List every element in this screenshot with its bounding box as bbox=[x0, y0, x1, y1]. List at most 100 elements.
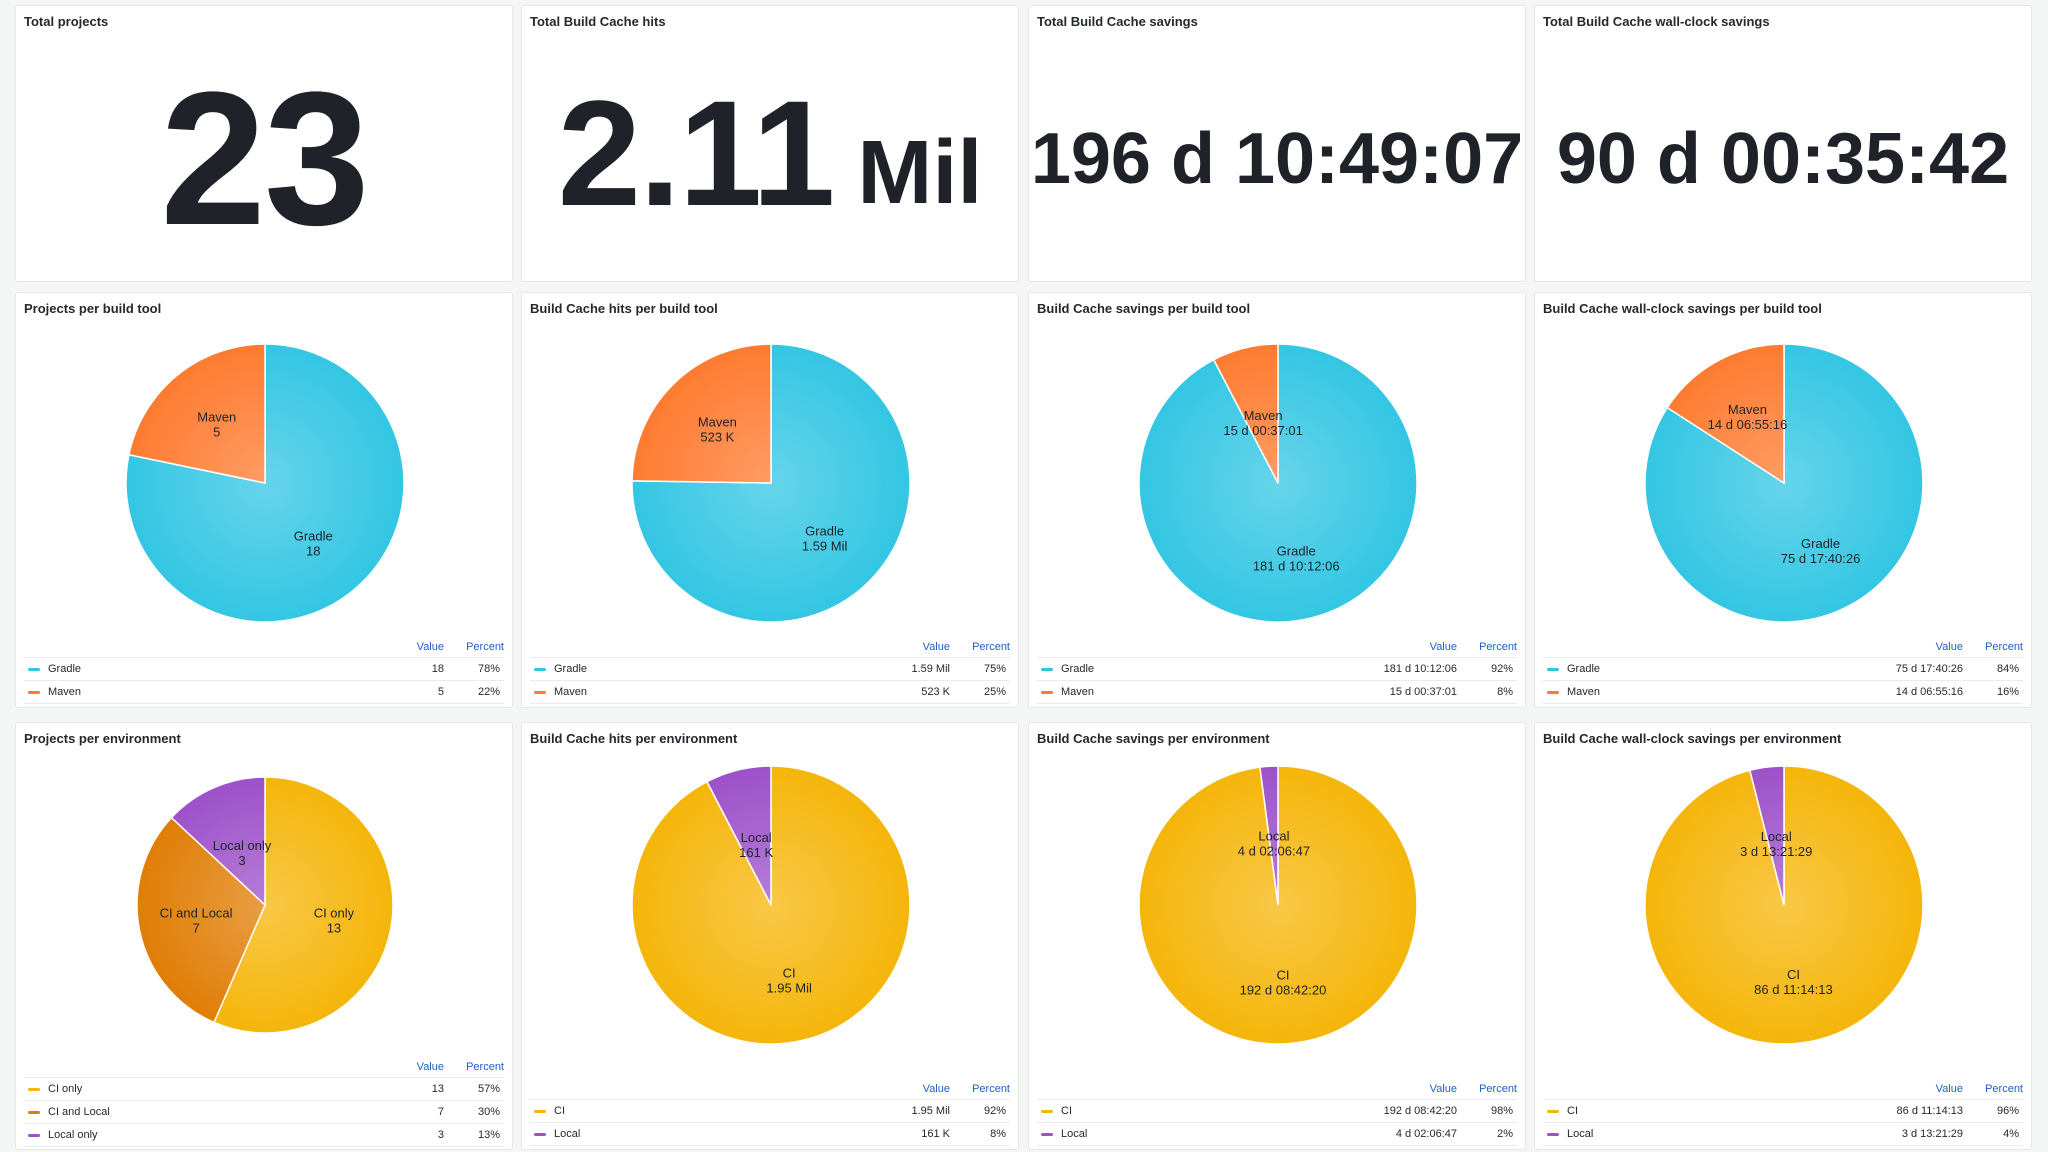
legend-percent: 16% bbox=[1996, 686, 2019, 698]
stat-unit: Mil bbox=[857, 123, 983, 223]
legend-series-name: Local bbox=[1567, 1128, 1594, 1140]
legend-series-name: CI bbox=[1567, 1105, 1578, 1117]
legend-row[interactable]: CI 192 d 08:42:20 98% bbox=[1037, 1099, 1517, 1122]
panel-title: Total projects bbox=[24, 14, 109, 29]
stat-panel-total-cache-savings: Total Build Cache savings 196 d 10:49:07 bbox=[1028, 5, 1526, 282]
slice-label-value: 192 d 08:42:20 bbox=[1240, 982, 1327, 997]
pie-slice-ci-only[interactable] bbox=[213, 776, 394, 1034]
legend-row[interactable]: Local only 3 13% bbox=[24, 1123, 504, 1147]
legend-header-value[interactable]: Value bbox=[1429, 1083, 1457, 1095]
legend-row[interactable]: CI 1.95 Mil 92% bbox=[530, 1099, 1010, 1122]
legend-row[interactable]: Gradle 18 78% bbox=[24, 657, 504, 680]
pie-slice-maven[interactable] bbox=[128, 343, 266, 484]
slice-label-value: 1.95 Mil bbox=[766, 980, 812, 995]
stat-value: 90 d 00:35:42 bbox=[1535, 46, 2031, 271]
legend-row[interactable]: Maven 5 22% bbox=[24, 680, 504, 704]
slice-label-name: CI bbox=[783, 965, 796, 980]
pie-panel-projects-per-build-tool: Projects per build tool Gradle 18 Maven 5 Val… bbox=[15, 292, 513, 708]
legend-header-value[interactable]: Value bbox=[922, 1083, 950, 1095]
legend-row[interactable]: Gradle 181 d 10:12:06 92% bbox=[1037, 657, 1517, 680]
legend-header: Value Percent bbox=[24, 637, 504, 657]
legend-row[interactable]: Gradle 1.59 Mil 75% bbox=[530, 657, 1010, 680]
slice-label-name: Local only bbox=[213, 838, 272, 853]
legend-row[interactable]: CI only 13 57% bbox=[24, 1077, 504, 1100]
legend-percent: 2% bbox=[1497, 1128, 1513, 1140]
slice-label-name: Maven bbox=[698, 415, 737, 430]
pie-panel-cache-savings-per-build-tool: Build Cache savings per build tool Gradle… bbox=[1028, 292, 1526, 708]
legend-row[interactable]: Gradle 75 d 17:40:26 84% bbox=[1543, 657, 2023, 680]
pie-slice-gradle[interactable] bbox=[125, 343, 405, 623]
legend-header-percent[interactable]: Percent bbox=[972, 641, 1010, 653]
legend-row[interactable]: Local 161 K 8% bbox=[530, 1122, 1010, 1146]
legend-series-name: Maven bbox=[1061, 686, 1095, 698]
pie-slice-maven[interactable] bbox=[1212, 343, 1279, 484]
panel-title: Build Cache hits per build tool bbox=[530, 301, 718, 316]
legend-row[interactable]: Maven 15 d 00:37:01 8% bbox=[1037, 680, 1517, 704]
legend-table: Value Percent CI 1.95 Mil 92% Local 161 K 8% bbox=[530, 1079, 1010, 1146]
legend-header-value[interactable]: Value bbox=[1935, 1083, 1963, 1095]
legend-header-percent[interactable]: Percent bbox=[972, 1083, 1010, 1095]
legend-percent: 75% bbox=[983, 663, 1006, 675]
legend-row[interactable]: CI 86 d 11:14:13 96% bbox=[1543, 1099, 2023, 1122]
legend-header-percent[interactable]: Percent bbox=[1985, 1083, 2023, 1095]
legend-value: 181 d 10:12:06 bbox=[1383, 663, 1457, 675]
slice-label-value: 4 d 02:06:47 bbox=[1238, 844, 1310, 859]
legend-header-percent[interactable]: Percent bbox=[1985, 641, 2023, 653]
pie-slice-maven[interactable] bbox=[631, 343, 772, 484]
pie-slice-gradle[interactable] bbox=[1644, 343, 1924, 623]
legend-value: 1.59 Mil bbox=[911, 663, 950, 675]
legend-row[interactable]: Maven 14 d 06:55:16 16% bbox=[1543, 680, 2023, 704]
pie-slice-ci-and-local[interactable] bbox=[136, 816, 266, 1024]
legend-table: Value Percent CI 86 d 11:14:13 96% Local 3 d 1… bbox=[1543, 1079, 2023, 1146]
stat-number: 90 d 00:35:42 bbox=[1556, 118, 2010, 199]
legend-header-percent[interactable]: Percent bbox=[466, 1061, 504, 1073]
legend-row[interactable]: Local 3 d 13:21:29 4% bbox=[1543, 1122, 2023, 1146]
panel-title: Build Cache wall-clock savings per envir… bbox=[1543, 731, 1842, 746]
legend-header-value[interactable]: Value bbox=[416, 1061, 444, 1073]
legend-header-value[interactable]: Value bbox=[1429, 641, 1457, 653]
legend-percent: 13% bbox=[477, 1129, 500, 1141]
legend-row[interactable]: CI and Local 7 30% bbox=[24, 1100, 504, 1123]
slice-label-value: 75 d 17:40:26 bbox=[1781, 551, 1861, 566]
slice-label-name: Maven bbox=[1728, 402, 1767, 417]
legend-table: Value Percent CI only 13 57% CI and Local 7 30%… bbox=[24, 1057, 504, 1147]
pie-panel-wallclock-savings-per-build-tool: Build Cache wall-clock savings per build… bbox=[1534, 292, 2032, 708]
pie-slice-local[interactable] bbox=[1748, 765, 1785, 906]
legend-header-percent[interactable]: Percent bbox=[466, 641, 504, 653]
legend-header: Value Percent bbox=[530, 637, 1010, 657]
legend-value: 523 K bbox=[921, 686, 950, 698]
slice-label-value: 14 d 06:55:16 bbox=[1708, 417, 1788, 432]
legend-row[interactable]: Local 4 d 02:06:47 2% bbox=[1037, 1122, 1517, 1146]
slice-label-name: CI and Local bbox=[160, 905, 233, 920]
legend-series-name: Maven bbox=[554, 686, 588, 698]
legend-series-name: CI and Local bbox=[48, 1106, 110, 1118]
legend-value: 13 bbox=[431, 1083, 444, 1095]
legend-header-value[interactable]: Value bbox=[1935, 641, 1963, 653]
stat-value: 196 d 10:49:07 bbox=[1029, 46, 1525, 271]
slice-label-name: Local bbox=[1761, 829, 1792, 844]
slice-label-name: Gradle bbox=[1801, 536, 1840, 551]
stat-value: 23 bbox=[16, 46, 512, 271]
pie-slice-local[interactable] bbox=[705, 765, 772, 906]
slice-label-name: Gradle bbox=[294, 528, 333, 543]
legend-swatch bbox=[1041, 667, 1053, 671]
legend-value: 15 d 00:37:01 bbox=[1389, 686, 1457, 698]
legend-header-percent[interactable]: Percent bbox=[1479, 641, 1517, 653]
stat-value: 2.11 Mil bbox=[522, 36, 1018, 271]
legend-header-value[interactable]: Value bbox=[416, 641, 444, 653]
pie-slice-local-only[interactable] bbox=[170, 776, 266, 907]
legend-value: 18 bbox=[431, 663, 444, 675]
pie-slice-local[interactable] bbox=[1259, 765, 1279, 906]
panel-title: Total Build Cache hits bbox=[530, 14, 666, 29]
legend-row[interactable]: Maven 523 K 25% bbox=[530, 680, 1010, 704]
legend-header-value[interactable]: Value bbox=[922, 641, 950, 653]
slice-label-value: 523 K bbox=[700, 430, 734, 445]
pie-slice-maven[interactable] bbox=[1666, 343, 1785, 485]
legend-value: 5 bbox=[437, 686, 444, 698]
legend-header-percent[interactable]: Percent bbox=[1479, 1083, 1517, 1095]
pie-slice-gradle[interactable] bbox=[631, 343, 911, 623]
legend-swatch bbox=[1041, 1109, 1053, 1113]
